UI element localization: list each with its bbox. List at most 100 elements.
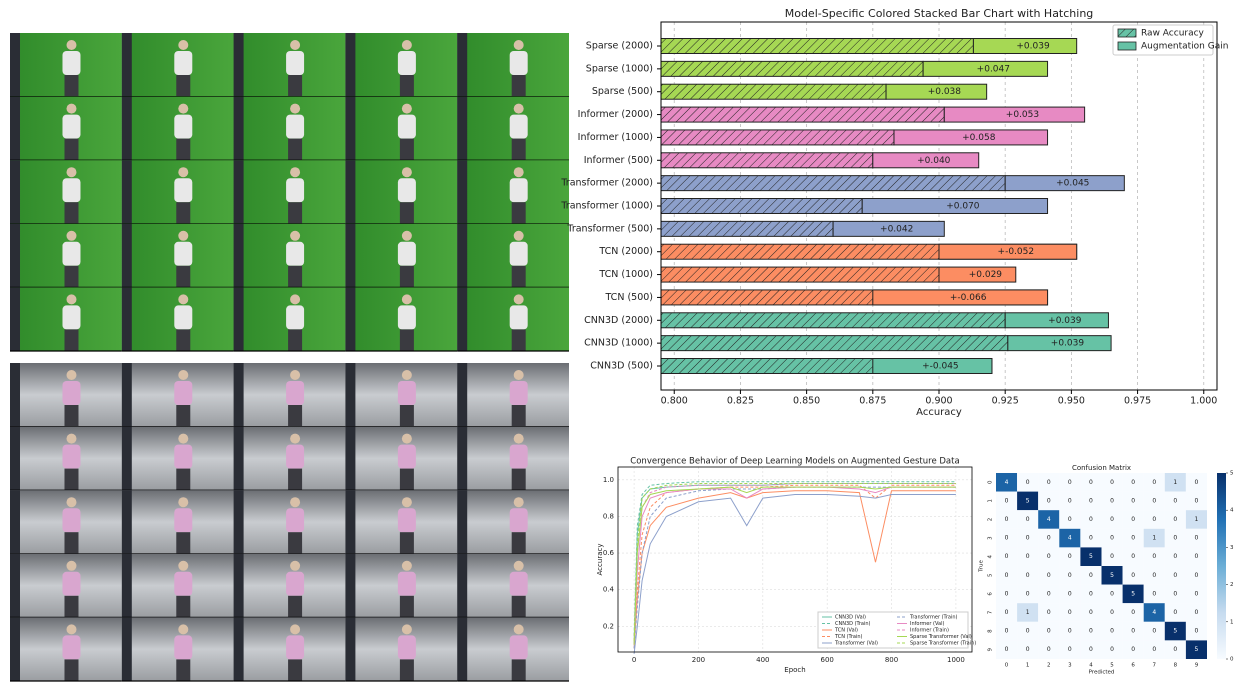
legend-label: Informer (Val) xyxy=(910,621,944,627)
legend-label: TCN (Train) xyxy=(834,634,863,640)
person-head xyxy=(401,40,412,50)
raw-bar xyxy=(660,38,974,54)
cell-label: 0 xyxy=(1195,535,1199,542)
x-tick-label: 0.825 xyxy=(727,396,754,407)
gain-bar xyxy=(1004,312,1109,329)
cell xyxy=(1185,584,1207,604)
person-body xyxy=(62,114,81,139)
y-tick-label: 0 xyxy=(988,480,994,484)
gain-bar xyxy=(1004,175,1125,192)
person-body xyxy=(62,444,81,469)
cell xyxy=(1185,640,1207,659)
y-tick-label: Sparse (2000) xyxy=(586,41,653,52)
person-legs xyxy=(288,405,303,427)
photo-edge xyxy=(233,617,244,681)
cell xyxy=(1122,491,1144,511)
person-head xyxy=(290,230,301,241)
person-body xyxy=(397,178,416,203)
photo-edge xyxy=(10,617,20,681)
cell xyxy=(1185,510,1207,529)
cell xyxy=(1080,640,1102,659)
cell xyxy=(1059,640,1081,659)
person-body xyxy=(286,381,305,405)
cell-label: 0 xyxy=(1026,535,1030,542)
person-legs xyxy=(399,532,414,554)
person-head xyxy=(513,624,524,635)
person-head xyxy=(178,103,189,114)
cell xyxy=(1080,603,1102,622)
cell-label: 0 xyxy=(1110,497,1114,504)
legend-label: Augmentation Gain xyxy=(1141,42,1228,52)
cell xyxy=(1038,491,1060,511)
person-head xyxy=(290,433,301,444)
series-line xyxy=(633,486,956,649)
cell-label: 0 xyxy=(1131,535,1135,542)
series-line xyxy=(633,486,956,645)
cell-label: 0 xyxy=(1152,516,1156,523)
series-line xyxy=(633,483,956,642)
legend-swatch xyxy=(1117,28,1137,38)
person-head xyxy=(66,497,77,508)
cell-label: 0 xyxy=(1005,646,1009,653)
gain-label: +0.038 xyxy=(928,87,962,97)
gain-bar xyxy=(872,152,980,169)
person-head xyxy=(66,103,77,114)
photo-edge xyxy=(10,287,20,351)
cell xyxy=(1080,566,1102,585)
person-legs xyxy=(176,532,191,554)
person-body xyxy=(174,51,193,75)
colorbar-tick-label: 3 xyxy=(1230,545,1234,551)
y-tick-label: 5 xyxy=(988,573,994,577)
person-body xyxy=(509,305,528,330)
y-tick-label: 1 xyxy=(988,499,994,503)
legend-swatch xyxy=(1117,41,1137,51)
gain-label: +0.070 xyxy=(946,202,980,212)
gain-bar xyxy=(1007,335,1112,352)
person-legs xyxy=(176,329,191,351)
cell xyxy=(1038,528,1060,548)
cell xyxy=(1143,640,1165,659)
person-head xyxy=(178,497,189,508)
person-body xyxy=(397,508,416,533)
person-body xyxy=(174,508,193,533)
y-tick-label: 2 xyxy=(988,518,994,522)
x-tick-label: 0.875 xyxy=(859,396,886,407)
cell-label: 0 xyxy=(1195,497,1199,504)
person-head xyxy=(513,294,524,305)
photo-edge xyxy=(10,426,20,491)
series-line xyxy=(633,486,956,645)
y-tick-label: 0.6 xyxy=(603,549,615,557)
cell xyxy=(1164,640,1186,659)
cell-label: 0 xyxy=(1152,553,1156,560)
person-body xyxy=(286,635,305,660)
gain-label: +0.042 xyxy=(880,224,913,234)
cell-label: 0 xyxy=(1110,479,1114,486)
cell-label: 0 xyxy=(1089,479,1093,486)
person-body xyxy=(174,241,193,266)
person-legs xyxy=(399,595,414,618)
x-tick-label: 400 xyxy=(756,656,769,664)
cell-label: 0 xyxy=(1173,497,1177,504)
person-legs xyxy=(176,265,191,288)
cell xyxy=(996,566,1018,585)
cell xyxy=(1080,491,1102,511)
x-tick-label: 3 xyxy=(1068,663,1072,669)
cell xyxy=(1038,547,1060,566)
legend-box xyxy=(817,611,969,649)
photo-edge xyxy=(121,223,132,288)
gain-label: +-0.045 xyxy=(922,362,959,372)
person-legs xyxy=(399,202,414,224)
cell-label: 0 xyxy=(1005,516,1009,523)
person-head xyxy=(66,370,77,380)
x-axis-label: Epoch xyxy=(784,666,805,674)
colorbar-tick-label: 2 xyxy=(1230,582,1234,588)
x-tick-label: 5 xyxy=(1110,663,1114,669)
cell-label: 0 xyxy=(1068,628,1072,635)
person-head xyxy=(513,103,524,114)
x-tick-label: 4 xyxy=(1089,663,1093,669)
person-head xyxy=(401,624,412,635)
x-tick-label: 600 xyxy=(820,656,833,664)
person-head xyxy=(178,294,189,305)
gain-bar xyxy=(832,220,945,237)
person-body xyxy=(174,178,193,203)
